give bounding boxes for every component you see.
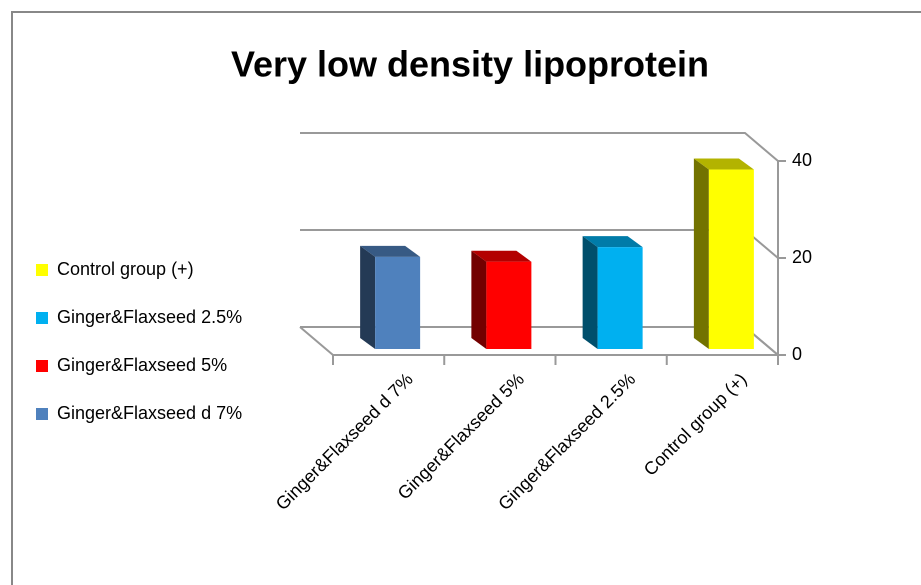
legend-label: Ginger&Flaxseed 5% (57, 355, 227, 375)
legend-swatch (36, 312, 48, 324)
bar-top (582, 236, 643, 248)
bar (597, 247, 643, 349)
legend-label: Ginger&Flaxseed d 7% (57, 403, 242, 423)
legend-label: Control group (+) (57, 259, 194, 279)
bar (375, 256, 421, 349)
chart-frame (11, 11, 921, 585)
y-tick-label: 0 (792, 344, 802, 364)
bar (708, 169, 754, 349)
bar (486, 261, 532, 349)
bar-side (693, 158, 709, 349)
legend-label: Ginger&Flaxseed 2.5% (57, 307, 242, 327)
chart-title: Very low density lipoprotein (231, 44, 709, 85)
bar-side (360, 245, 376, 349)
bar-side (582, 236, 598, 349)
bar-top (693, 158, 754, 170)
grid-line (300, 132, 779, 162)
legend-swatch (36, 264, 48, 276)
bar-top (471, 250, 532, 262)
bar-top (360, 245, 421, 257)
legend-swatch (36, 360, 48, 372)
bar-side (471, 250, 487, 349)
y-tick-label: 40 (792, 150, 812, 170)
y-tick-label: 20 (792, 247, 812, 267)
legend-swatch (36, 408, 48, 420)
